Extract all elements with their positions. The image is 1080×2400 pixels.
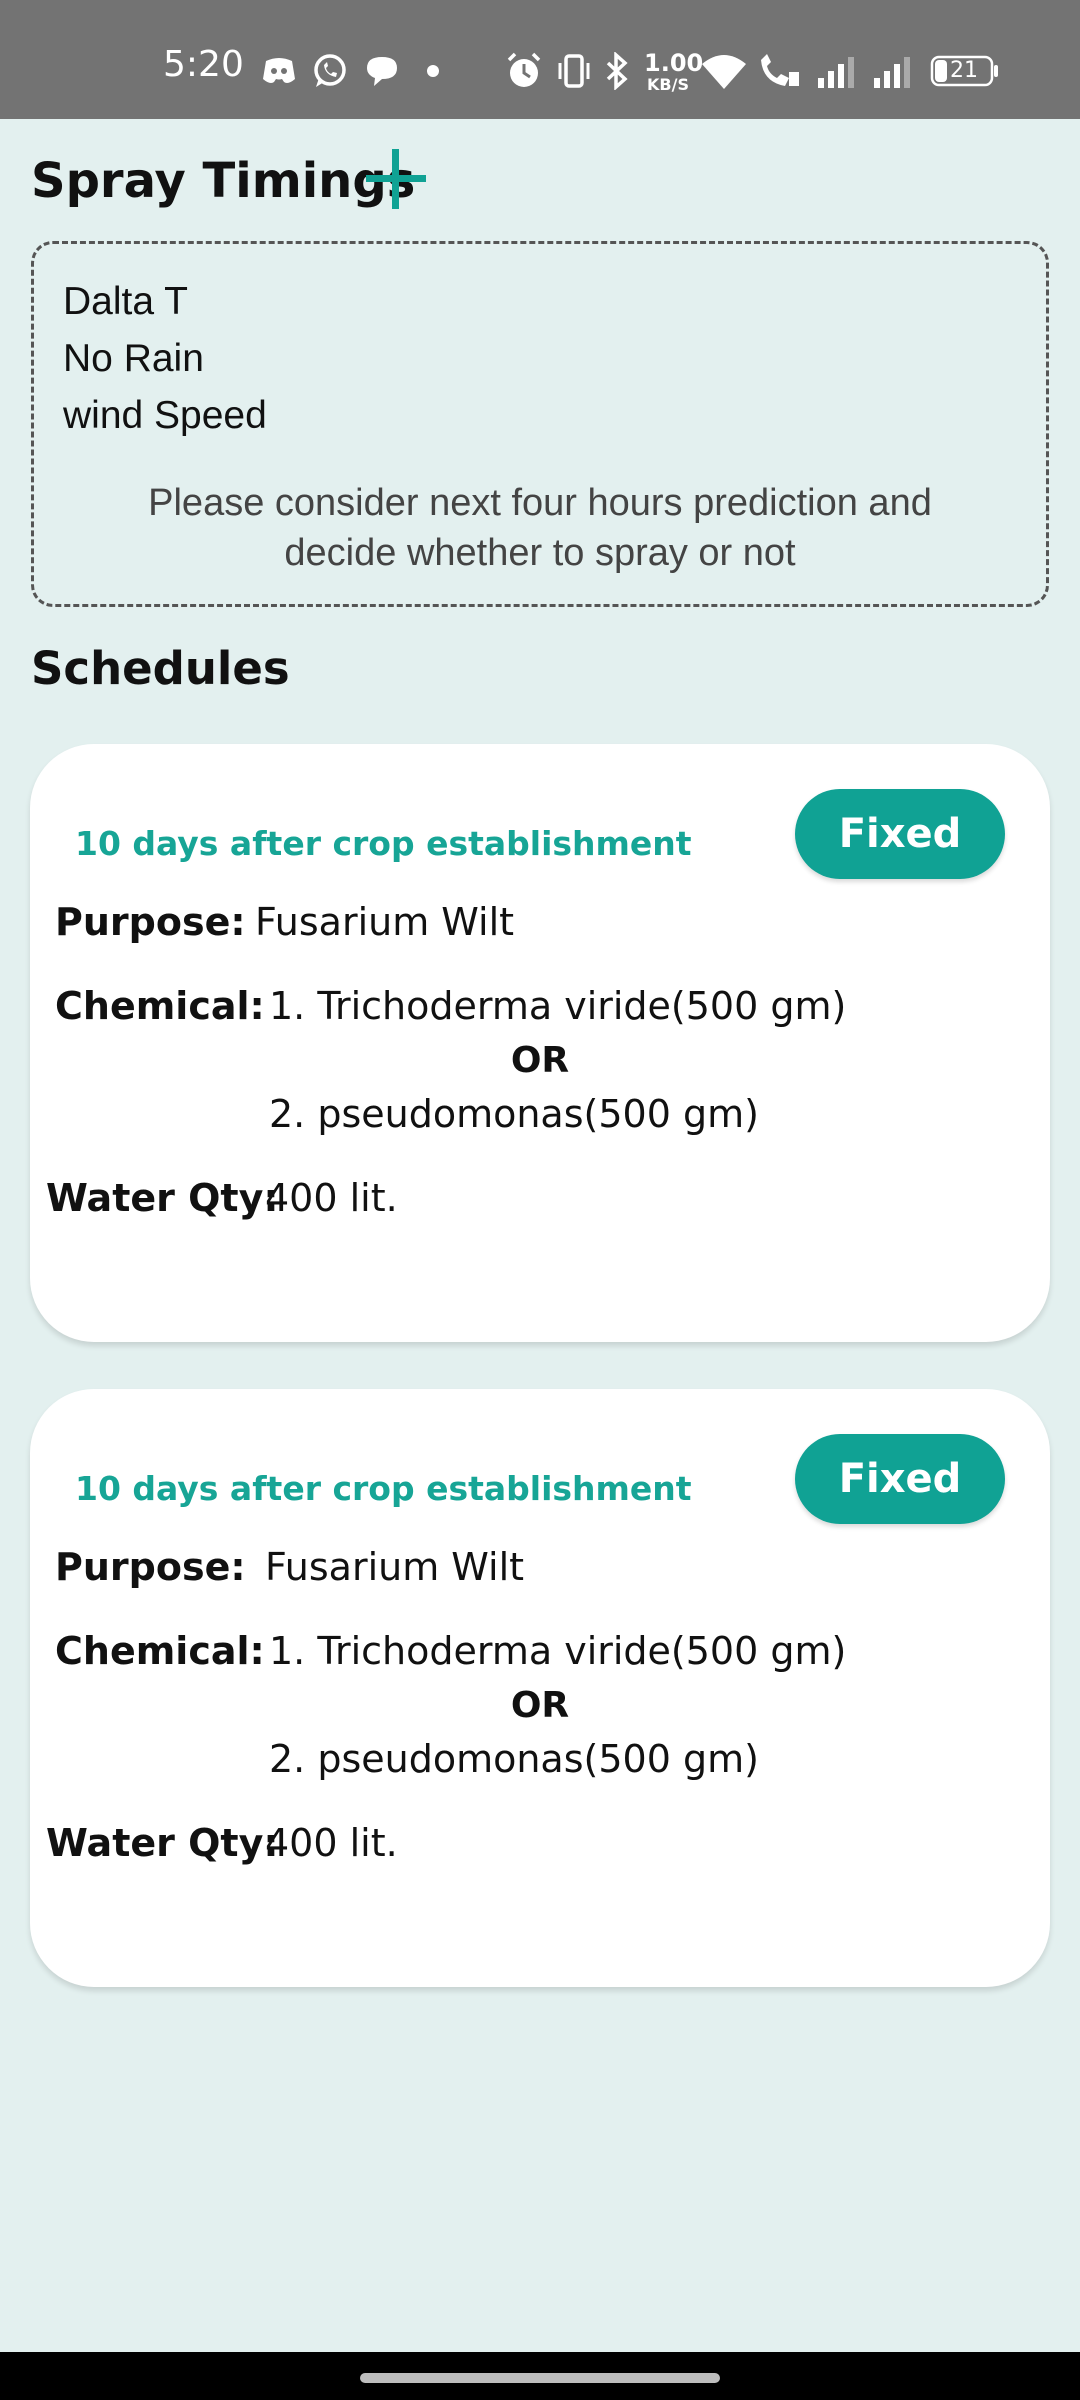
bluetooth-icon (606, 52, 628, 90)
chat-bubble-icon (367, 57, 397, 86)
spray-advice-line1: Please consider next four hours predicti… (148, 482, 932, 524)
spray-advice-note: Please consider next four hours predicti… (34, 478, 1046, 578)
status-bar: 5:20 1.00 KB/S (0, 0, 1080, 119)
purpose-label: Purpose: (55, 900, 246, 944)
navigation-bar (0, 2352, 1080, 2400)
chemical-label: Chemical: (55, 1629, 265, 1673)
chemical-option-1: 1. Trichoderma viride(500 gm) (269, 1629, 847, 1673)
chemical-option-2: 2. pseudomonas(500 gm) (269, 1092, 759, 1136)
purpose-value: Fusarium Wilt (255, 900, 515, 944)
schedules-title: Schedules (31, 642, 290, 695)
purpose-label: Purpose: (55, 1545, 246, 1589)
condition-no-rain: No Rain (63, 337, 204, 380)
schedule-timing: 10 days after crop establishment (75, 824, 692, 863)
status-badge[interactable]: Fixed (795, 789, 1005, 879)
water-qty-label: Water Qty: (46, 1176, 279, 1220)
spray-advice-line2: decide whether to spray or not (284, 532, 796, 574)
signal-icon (874, 57, 910, 88)
wifi-icon (702, 55, 746, 89)
vibrate-icon (558, 54, 590, 88)
dot-icon (427, 65, 439, 77)
schedule-timing: 10 days after crop establishment (75, 1469, 692, 1508)
net-speed-value: 1.00 (644, 49, 704, 77)
chemical-option-1: 1. Trichoderma viride(500 gm) (269, 984, 847, 1028)
status-time: 5:20 (163, 44, 244, 85)
home-indicator[interactable] (360, 2373, 720, 2383)
battery-icon (930, 55, 998, 87)
discord-icon (263, 58, 295, 83)
condition-delta-t: Dalta T (63, 280, 188, 323)
chemical-option-2: 2. pseudomonas(500 gm) (269, 1737, 759, 1781)
spray-conditions-box: Dalta T No Rain wind Speed Please consid… (31, 241, 1049, 607)
page-title: Spray Timings (31, 153, 416, 209)
status-badge[interactable]: Fixed (795, 1434, 1005, 1524)
battery-level: 21 (950, 58, 978, 83)
whatsapp-icon (314, 54, 346, 87)
schedule-card[interactable]: 10 days after crop establishment Fixed P… (30, 1389, 1050, 1987)
water-qty-value: 400 lit. (265, 1176, 398, 1220)
water-qty-value: 400 lit. (265, 1821, 398, 1865)
chemical-label: Chemical: (55, 984, 265, 1028)
chemical-or-separator: OR (510, 1040, 570, 1081)
chemical-or-separator: OR (510, 1685, 570, 1726)
net-speed-unit: KB/S (647, 75, 689, 94)
signal-icon (818, 57, 854, 88)
condition-wind-speed: wind Speed (63, 394, 267, 437)
add-spray-timing-button[interactable] (364, 147, 428, 211)
schedule-card[interactable]: 10 days after crop establishment Fixed P… (30, 744, 1050, 1342)
wifi-call-icon (761, 54, 799, 86)
purpose-value: Fusarium Wilt (265, 1545, 525, 1589)
water-qty-label: Water Qty: (46, 1821, 279, 1865)
plus-icon (366, 149, 426, 209)
alarm-icon (507, 52, 541, 87)
